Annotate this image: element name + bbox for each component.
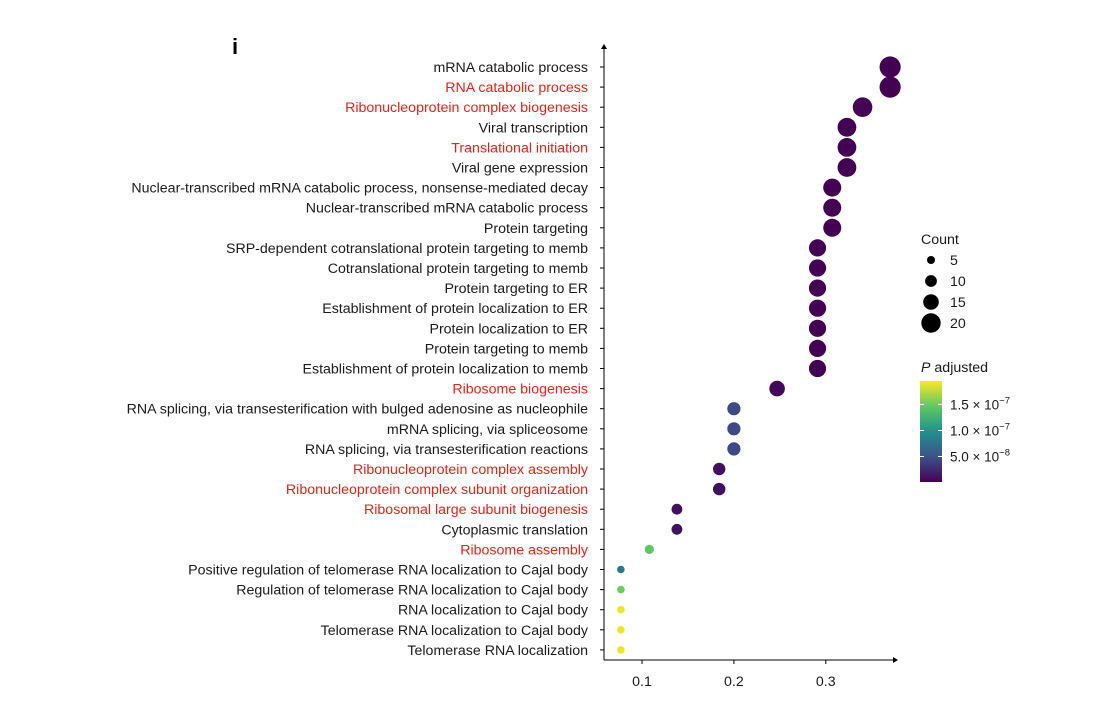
term-dot (808, 319, 827, 337)
term-dot (617, 626, 625, 634)
term-dot (823, 198, 842, 217)
color-legend-tick-label: 5.0 × 10−8 (950, 447, 1010, 464)
term-dot (808, 339, 827, 357)
term-label: Regulation of telomerase RNA localizatio… (236, 583, 589, 599)
term-dot (808, 279, 827, 297)
term-label: RNA splicing, via transesterification re… (305, 442, 588, 458)
term-dot (837, 158, 857, 177)
term-dot (808, 239, 827, 257)
term-dot (808, 259, 827, 277)
term-label: Telomerase RNA localization (407, 643, 588, 659)
term-label: SRP-dependent cotranslational protein ta… (226, 241, 588, 257)
term-dot (727, 402, 741, 416)
plot-axes (601, 44, 898, 663)
term-dot (617, 565, 625, 574)
term-label: RNA catabolic process (445, 80, 588, 96)
size-legend-label: 5 (950, 253, 958, 269)
x-tick-label: 0.1 (632, 674, 652, 690)
term-label: Establishment of protein localization to… (322, 301, 588, 317)
term-label: Protein targeting to ER (444, 281, 588, 297)
term-dot (769, 380, 785, 397)
term-label: Ribonucleoprotein complex subunit organi… (286, 482, 588, 498)
x-axis-arrow (893, 657, 898, 663)
term-label: Viral transcription (479, 120, 588, 136)
x-tick-label: 0.3 (816, 674, 836, 690)
term-label: Establishment of protein localization to… (303, 362, 589, 378)
color-bar (920, 381, 942, 482)
term-label: mRNA splicing, via spliceosome (387, 422, 588, 438)
term-dot (712, 462, 726, 476)
term-label: Ribosome biogenesis (452, 382, 588, 398)
y-axis-arrow (601, 44, 607, 49)
color-legend-tick-label: 1.5 × 10−7 (950, 395, 1010, 412)
size-legend-label: 20 (950, 316, 966, 332)
p-adjusted-color-legend: P adjusted 1.5 × 10−7 1.0 × 10−7 5.0 × 10−8 (920, 360, 1010, 482)
term-dot (712, 482, 726, 496)
term-label: Nuclear-transcribed mRNA catabolic proce… (131, 181, 588, 197)
term-dot (852, 97, 873, 117)
term-label: Protein targeting to memb (425, 341, 588, 357)
term-dot (727, 422, 741, 436)
x-tick-label: 0.2 (724, 674, 744, 690)
size-legend-dot (927, 256, 935, 264)
term-dot (879, 76, 901, 98)
term-label: Translational initiation (451, 140, 588, 156)
size-legend-dot (923, 294, 939, 310)
color-legend-title: P adjusted (921, 360, 988, 376)
term-dot (823, 218, 842, 237)
term-dot (879, 56, 901, 78)
term-dot (808, 359, 827, 378)
term-dot (837, 138, 857, 157)
size-legend-dot (921, 313, 941, 333)
size-legend-title: Count (921, 232, 959, 248)
term-label: Cytoplasmic translation (441, 522, 588, 538)
term-dot (671, 503, 683, 515)
size-legend-dot (925, 275, 937, 287)
term-dot (644, 544, 654, 555)
term-label: mRNA catabolic process (433, 60, 588, 76)
term-label: Ribosomal large subunit biogenesis (364, 502, 588, 518)
term-labels: mRNA catabolic process RNA catabolic proc… (127, 60, 604, 659)
size-legend-label: 15 (950, 295, 966, 311)
term-label: RNA localization to Cajal body (398, 603, 589, 619)
term-label: Protein targeting (484, 221, 588, 237)
term-label: Positive regulation of telomerase RNA lo… (188, 563, 589, 579)
term-dot (837, 117, 857, 137)
term-dot (808, 299, 827, 317)
count-size-legend: Count 5 10 15 20 (921, 232, 966, 333)
term-dot (617, 605, 625, 614)
term-label: Ribosome assembly (460, 542, 589, 558)
enrichment-dots (617, 56, 901, 654)
panel-label: i (232, 34, 239, 59)
term-label: Ribonucleoprotein complex assembly (353, 462, 589, 478)
color-legend-tick-label: 1.0 × 10−7 (950, 421, 1010, 438)
term-label: Telomerase RNA localization to Cajal bod… (321, 623, 589, 639)
term-dot (727, 442, 741, 456)
term-dot (617, 646, 625, 654)
term-dot (671, 523, 683, 535)
term-label: Cotranslational protein targeting to mem… (328, 261, 588, 277)
term-label: Protein localization to ER (429, 321, 588, 337)
term-label: Nuclear-transcribed mRNA catabolic proce… (306, 201, 588, 217)
x-axis-ticks: 0.1 0.2 0.3 (632, 660, 836, 690)
term-label: Ribonucleoprotein complex biogenesis (345, 100, 588, 116)
term-dot (823, 178, 842, 197)
term-dot (617, 585, 625, 594)
size-legend-label: 10 (950, 274, 966, 290)
term-label: RNA splicing, via transesterification wi… (127, 402, 588, 418)
term-label: Viral gene expression (452, 161, 588, 177)
